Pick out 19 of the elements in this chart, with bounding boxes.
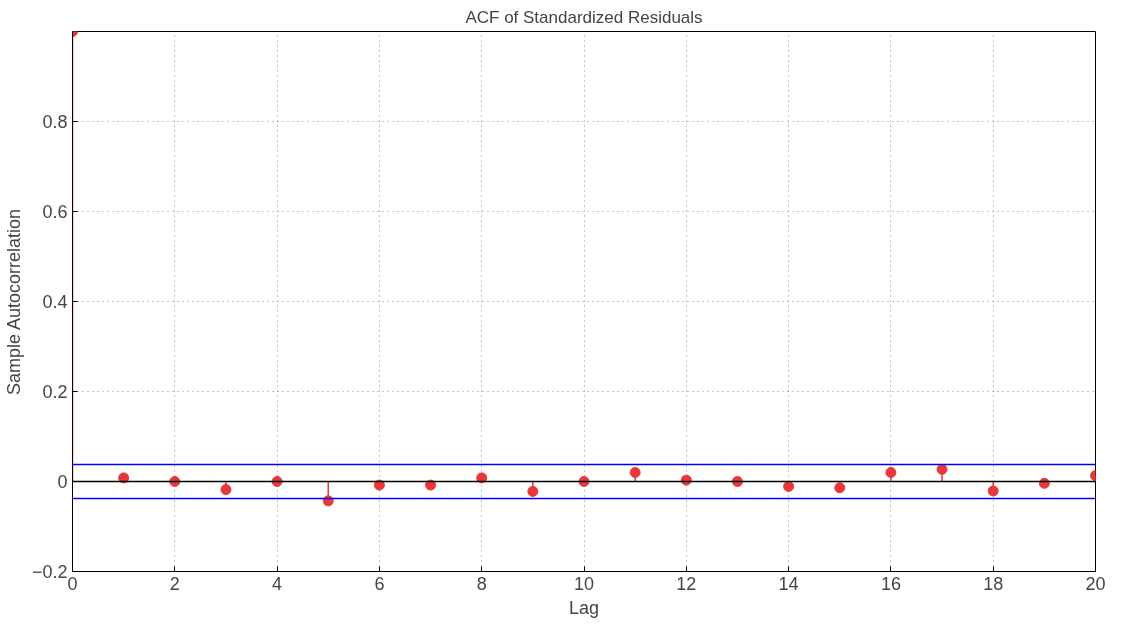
y-axis-title: Sample Autocorrelation <box>3 208 24 396</box>
chart-title: ACF of Standardized Residuals <box>465 7 703 27</box>
y-tick-label: 0.8 <box>42 112 68 132</box>
x-tick-label: 10 <box>573 573 595 594</box>
x-tick-label: 12 <box>676 573 697 594</box>
x-tick-label: 4 <box>272 573 283 594</box>
x-tick-label: 2 <box>169 573 180 594</box>
y-tick-label: 0.4 <box>42 292 68 312</box>
x-tick-label: 16 <box>880 573 901 594</box>
x-tick-label: 8 <box>476 573 487 594</box>
x-tick-label: 18 <box>983 573 1004 594</box>
y-tick-label: 0.6 <box>42 202 68 222</box>
y-tick-label: 0 <box>57 472 68 492</box>
x-tick-label: 20 <box>1085 573 1106 594</box>
x-tick-label: 14 <box>778 573 799 594</box>
x-axis-title: Lag <box>568 597 600 618</box>
y-tick-label: 0.2 <box>42 382 68 402</box>
x-tick-label: 6 <box>374 573 385 594</box>
y-tick-label: −0.2 <box>31 562 68 582</box>
